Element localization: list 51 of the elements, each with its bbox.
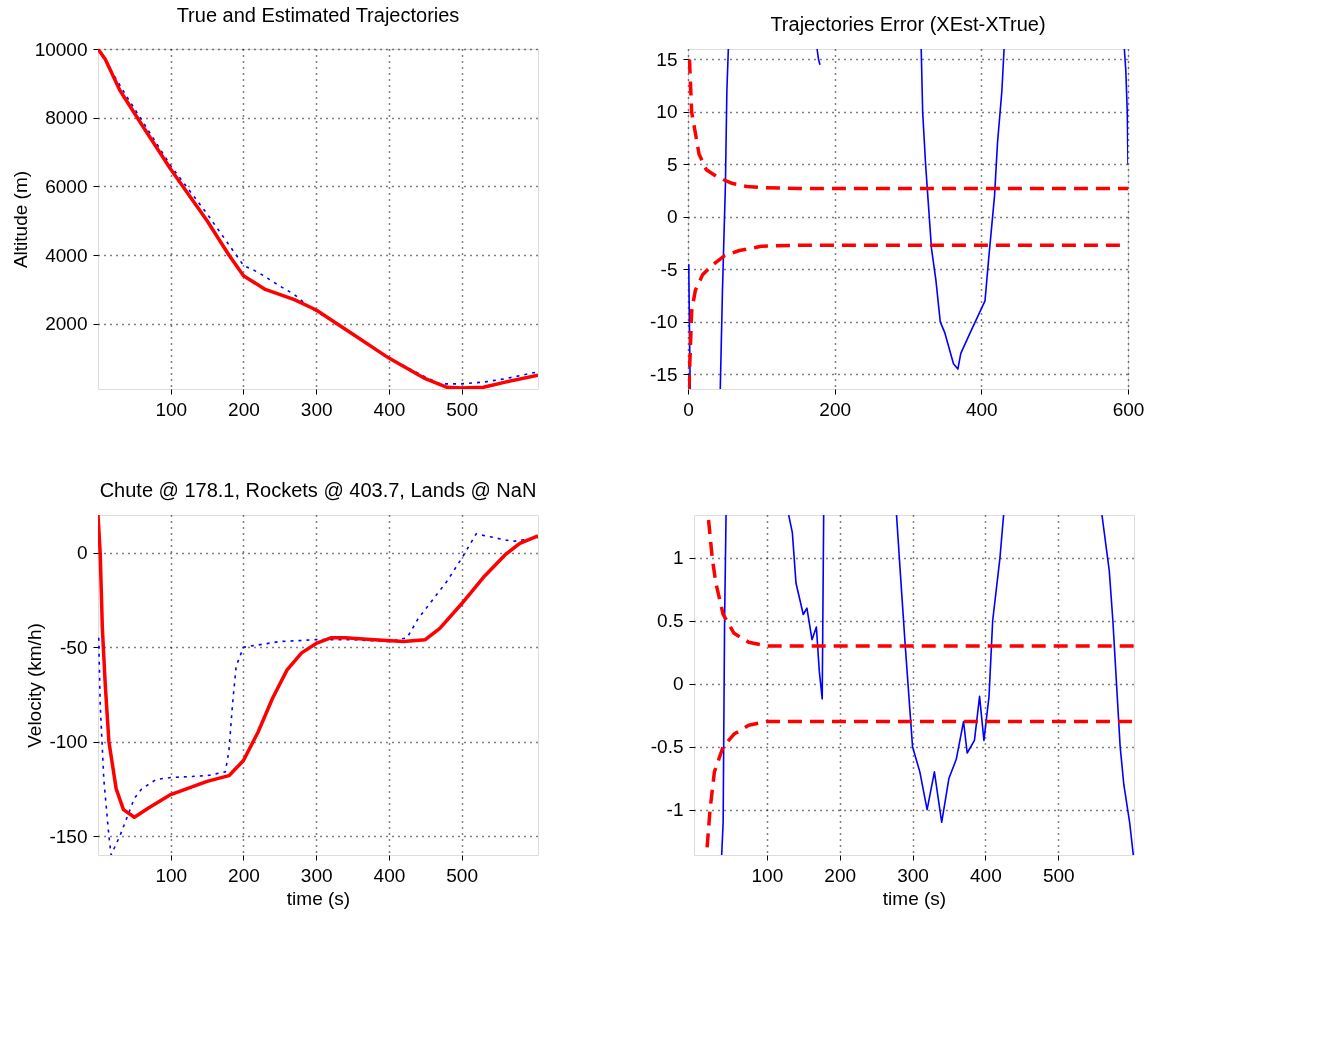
y-tick-label: -50	[60, 636, 88, 658]
x-tick-label: 200	[228, 398, 260, 420]
y-tick-label: -5	[660, 258, 678, 280]
x-tick-label: 500	[446, 864, 478, 886]
x-tick-label: 100	[155, 398, 188, 420]
y-tick-label: -15	[650, 363, 678, 385]
x-tick-label: 200	[228, 864, 260, 886]
y-tick-label: -10	[650, 311, 678, 333]
x-tick-label: 300	[897, 864, 929, 886]
y-tick-label: 10	[656, 101, 678, 123]
x-tick-label: 300	[300, 398, 333, 420]
chart-title: True and Estimated Trajectories	[176, 4, 460, 26]
x-tick-label: 400	[965, 398, 998, 420]
x-tick-label: 600	[1112, 398, 1145, 420]
y-tick-label: 0	[76, 542, 88, 564]
y-tick-label: 2000	[45, 313, 88, 335]
line-series	[98, 533, 538, 855]
line-series	[706, 518, 1134, 648]
chart-title: Trajectories Error (XEst-XTrue)	[770, 13, 1046, 35]
chart-title: Chute @ 178.1, Rockets @ 403.7, Lands @ NaN	[99, 479, 537, 501]
x-tick-label: 400	[373, 864, 406, 886]
y-tick-label: 4000	[45, 244, 88, 266]
x-tick-label: 100	[155, 864, 188, 886]
x-tick-label: 400	[970, 864, 1002, 886]
y-tick-label: 15	[656, 48, 678, 70]
y-tick-label: 5	[666, 153, 678, 175]
x-tick-label: 500	[1042, 864, 1075, 886]
x-tick-label: 200	[824, 864, 857, 886]
y-tick-label: -150	[49, 825, 88, 847]
line-series	[688, 57, 1128, 191]
y-axis-title: Velocity (km/h)	[24, 623, 46, 748]
y-tick-label: 10000	[34, 38, 88, 60]
x-tick-label: 100	[751, 864, 784, 886]
y-tick-label: 0	[672, 673, 684, 695]
x-axis-title: time (s)	[882, 887, 947, 909]
y-tick-label: 6000	[45, 175, 88, 197]
y-tick-label: 0	[666, 206, 678, 228]
y-tick-label: -100	[49, 731, 88, 753]
y-tick-label: 0.5	[657, 610, 684, 632]
y-tick-label: 1	[672, 547, 684, 569]
line-series	[705, 719, 1134, 850]
x-tick-label: 300	[300, 864, 333, 886]
y-axis-title: Altitude (m)	[9, 170, 31, 269]
y-tick-label: -1	[666, 799, 684, 821]
x-tick-label: 200	[819, 398, 852, 420]
x-tick-label: 400	[373, 398, 406, 420]
y-tick-label: -0.5	[650, 736, 684, 758]
x-tick-label: 500	[446, 398, 478, 420]
y-tick-label: 8000	[45, 107, 88, 129]
line-series	[98, 515, 538, 819]
x-axis-title: time (s)	[286, 887, 351, 909]
